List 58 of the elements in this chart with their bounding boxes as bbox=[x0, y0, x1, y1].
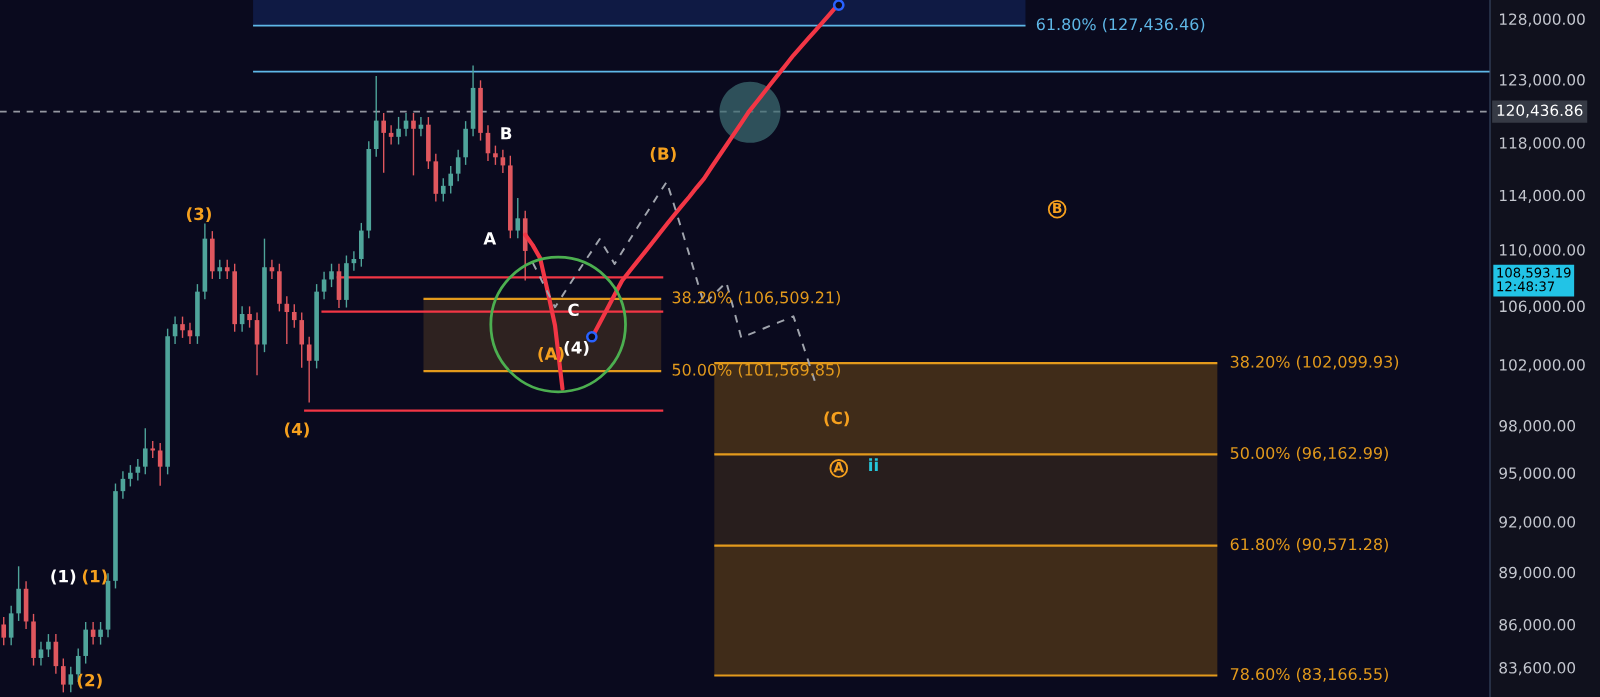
annotation: A bbox=[483, 232, 497, 245]
candlestick bbox=[515, 197, 521, 239]
y-tick-label: 98,000.00 bbox=[1499, 420, 1576, 434]
annotation: (2) bbox=[77, 673, 102, 689]
text: 108,593.19 12:48:37 bbox=[1497, 267, 1571, 292]
y-tick-label: 83,600.00 bbox=[1499, 662, 1576, 676]
y-tick-label: 92,000.00 bbox=[1499, 516, 1576, 530]
candlestick bbox=[46, 633, 51, 658]
candlestick bbox=[128, 464, 133, 488]
candlestick bbox=[157, 442, 163, 487]
ref-line-label: 61.80% (90,571.28) bbox=[1230, 537, 1388, 553]
candlestick bbox=[411, 112, 416, 177]
ref-line-label: 61.80% (127,436.46) bbox=[1036, 17, 1205, 33]
y-tick-label: 106,000.00 bbox=[1500, 300, 1585, 314]
ref-line-label: 78.60% (83,166.55) bbox=[1230, 667, 1388, 682]
candlestick bbox=[38, 641, 44, 667]
candlestick bbox=[440, 177, 446, 203]
annotation: (1) bbox=[51, 569, 76, 585]
candlestick bbox=[306, 336, 312, 404]
candlestick bbox=[1, 616, 7, 647]
candlestick bbox=[180, 315, 185, 339]
y-tick-label: 128,000.00 bbox=[1500, 13, 1585, 27]
ref-line-label: 50.00% (96,162.99) bbox=[1230, 446, 1388, 461]
candlestick bbox=[396, 116, 401, 146]
candlestick bbox=[448, 165, 454, 195]
y-tick-label: 89,000.00 bbox=[1499, 566, 1576, 580]
ref-line-label: 50.00% (101,569.85) bbox=[672, 363, 840, 378]
annotation: (B) bbox=[650, 147, 676, 162]
candlestick bbox=[68, 665, 74, 694]
candlestick bbox=[247, 305, 252, 329]
y-tick-label: 86,000.00 bbox=[1499, 618, 1576, 633]
candlestick bbox=[224, 258, 230, 280]
candlestick bbox=[61, 657, 66, 694]
annotation: B bbox=[501, 127, 512, 140]
candlestick bbox=[329, 263, 334, 288]
annotation: A bbox=[833, 462, 845, 473]
annotation: (1) bbox=[82, 569, 107, 585]
ref-line-label: 38.20% (102,099.93) bbox=[1230, 355, 1399, 370]
annotation: (4) bbox=[564, 340, 589, 356]
candlestick bbox=[381, 112, 386, 174]
annotation: (3) bbox=[187, 207, 211, 223]
ref-line-label: 120,436.86 bbox=[1497, 104, 1583, 118]
y-tick-label: 118,000.00 bbox=[1500, 137, 1585, 151]
y-tick-label: 110,000.00 bbox=[1500, 244, 1585, 258]
candlestick bbox=[493, 144, 498, 166]
y-tick-label: 123,000.00 bbox=[1500, 74, 1585, 88]
y-tick-label: 102,000.00 bbox=[1500, 359, 1585, 373]
candlestick bbox=[217, 258, 223, 280]
annotation: (C) bbox=[824, 411, 850, 427]
candlestick bbox=[142, 427, 148, 476]
candlestick bbox=[321, 271, 327, 300]
y-tick-label: 114,000.00 bbox=[1500, 189, 1585, 203]
candlestick bbox=[98, 621, 103, 646]
y-tick-label: 95,000.00 bbox=[1499, 467, 1576, 481]
annotation: ii bbox=[869, 458, 878, 471]
annotation: B bbox=[1053, 202, 1062, 214]
annotation: (4) bbox=[284, 422, 309, 438]
candlestick bbox=[291, 303, 297, 329]
